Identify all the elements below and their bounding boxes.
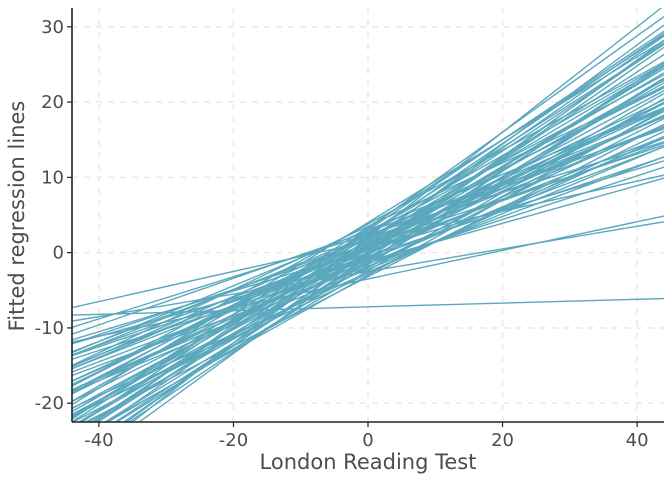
- y-axis-ticks: -20 -10 0 10 20 30: [35, 17, 72, 414]
- regression-line: [103, 77, 664, 422]
- regression-line: [72, 34, 664, 420]
- regression-line: [72, 126, 664, 367]
- x-tick-label: -20: [219, 430, 248, 451]
- regression-line: [72, 102, 664, 403]
- regression-line: [72, 106, 664, 354]
- x-tick-label: 40: [626, 430, 649, 451]
- y-axis-title: Fitted regression lines: [5, 101, 29, 332]
- regression-line: [72, 62, 664, 402]
- y-tick-label: 0: [53, 243, 64, 264]
- regression-line: [113, 65, 664, 422]
- regression-line: [138, 39, 664, 422]
- y-tick-label: -20: [35, 393, 64, 414]
- x-tick-label: 20: [491, 430, 514, 451]
- regression-line: [72, 177, 664, 345]
- grid-lines: [72, 8, 664, 422]
- x-axis-title: London Reading Test: [260, 450, 477, 474]
- regression-line: [72, 215, 664, 343]
- x-axis-ticks: -40 -20 0 20 40: [84, 422, 649, 451]
- regression-line: [72, 142, 664, 356]
- y-tick-label: 30: [41, 17, 64, 38]
- regression-line: [72, 146, 664, 373]
- regression-line: [72, 110, 664, 422]
- y-tick-label: -10: [35, 318, 64, 339]
- y-tick-label: 10: [41, 167, 64, 188]
- x-tick-label: -40: [84, 430, 113, 451]
- y-tick-label: 20: [41, 92, 64, 113]
- x-tick-label: 0: [362, 430, 373, 451]
- regression-line: [115, 78, 664, 422]
- regression-line: [86, 92, 664, 422]
- regression-line: [72, 146, 664, 393]
- regression-line: [106, 35, 664, 422]
- regression-line: [72, 108, 664, 382]
- regression-line: [72, 135, 664, 409]
- regression-line: [72, 114, 664, 394]
- regression-line: [72, 61, 664, 387]
- regression-lines: [72, 8, 664, 422]
- regression-line: [72, 141, 664, 328]
